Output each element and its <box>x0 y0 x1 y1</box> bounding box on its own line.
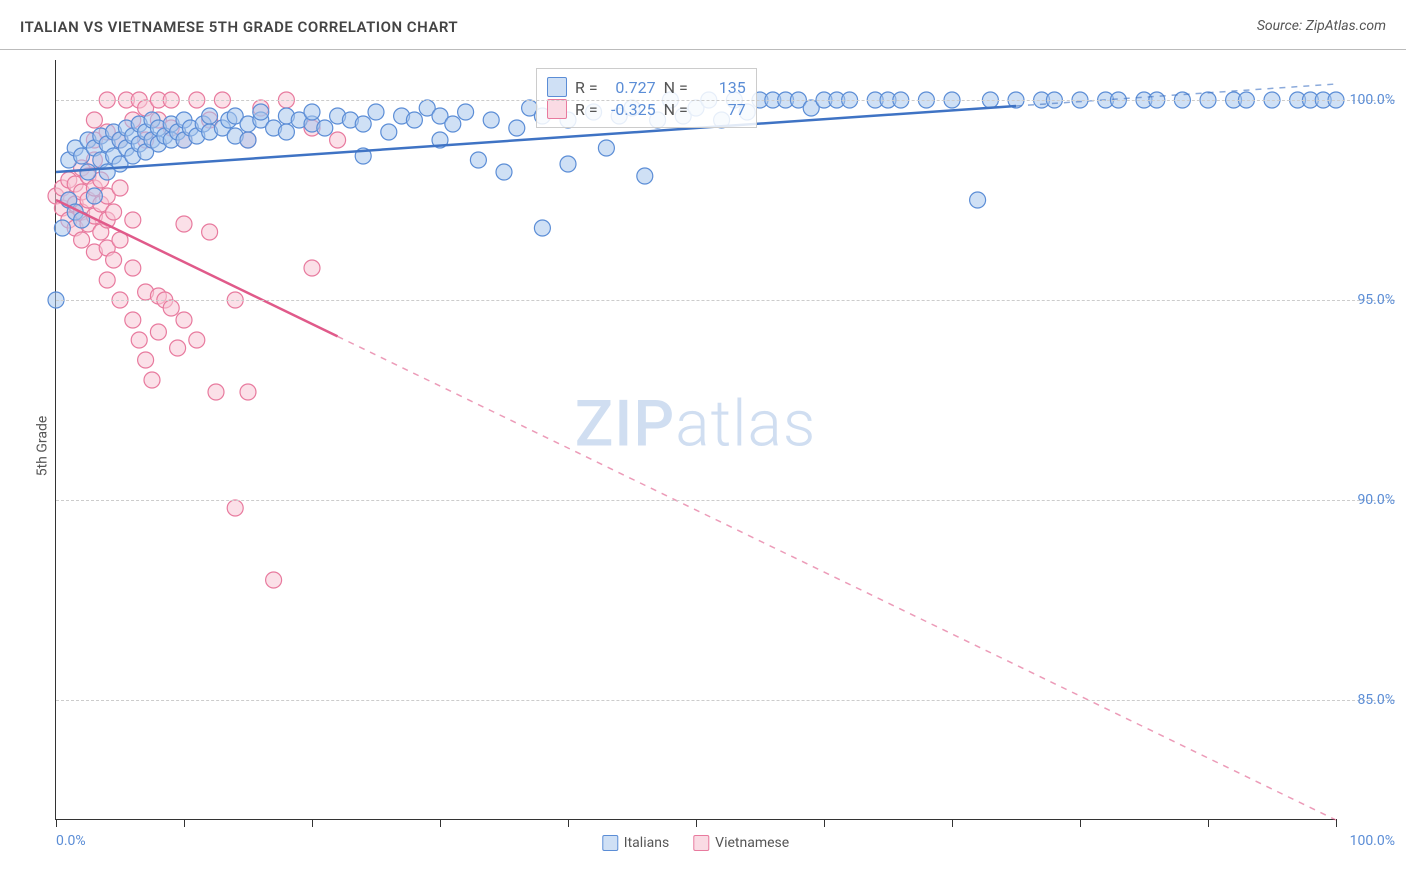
scatter-point-vietnamese <box>266 572 282 588</box>
scatter-point-italians <box>637 168 653 184</box>
scatter-point-vietnamese <box>106 252 122 268</box>
gridline <box>56 500 1395 501</box>
scatter-point-vietnamese <box>125 260 141 276</box>
scatter-point-italians <box>509 120 525 136</box>
scatter-point-vietnamese <box>170 340 186 356</box>
legend-item-italians: Italians <box>602 835 669 851</box>
scatter-point-vietnamese <box>176 312 192 328</box>
scatter-point-vietnamese <box>125 212 141 228</box>
x-tick <box>56 819 57 827</box>
scatter-point-vietnamese <box>99 272 115 288</box>
scatter-point-italians <box>317 120 333 136</box>
x-tick <box>952 819 953 827</box>
scatter-point-italians <box>598 140 614 156</box>
chart-source: Source: ZipAtlas.com <box>1257 18 1386 34</box>
scatter-point-vietnamese <box>208 384 224 400</box>
scatter-point-italians <box>970 192 986 208</box>
trend-line-vietnamese <box>56 200 338 336</box>
x-tick <box>1336 819 1337 827</box>
scatter-point-italians <box>355 116 371 132</box>
scatter-point-vietnamese <box>240 384 256 400</box>
legend-label-vietnamese: Vietnamese <box>715 835 789 851</box>
trend-line-dashed-vietnamese <box>338 336 1336 820</box>
x-tick <box>824 819 825 827</box>
scatter-point-vietnamese <box>125 312 141 328</box>
scatter-point-italians <box>496 164 512 180</box>
legend-swatch-vietnamese <box>693 835 709 851</box>
scatter-point-vietnamese <box>202 224 218 240</box>
x-tick <box>440 819 441 827</box>
scatter-point-vietnamese <box>112 180 128 196</box>
y-axis-label: 5th Grade <box>34 416 50 477</box>
x-tick <box>1208 819 1209 827</box>
scatter-point-italians <box>470 152 486 168</box>
scatter-point-italians <box>445 116 461 132</box>
stats-box: R = 0.727 N = 135 R = -0.325 N = 77 <box>536 68 757 128</box>
y-tick-label: 85.0% <box>1340 692 1395 708</box>
stats-swatch-italians <box>547 77 567 97</box>
scatter-point-italians <box>86 188 102 204</box>
scatter-point-vietnamese <box>144 372 160 388</box>
scatter-point-italians <box>304 104 320 120</box>
scatter-point-vietnamese <box>138 352 154 368</box>
x-axis-min-label: 0.0% <box>56 833 86 849</box>
gridline <box>56 300 1395 301</box>
x-tick <box>1080 819 1081 827</box>
plot-area: ZIPatlas R = 0.727 N = 135 R = -0.325 N … <box>55 60 1335 820</box>
y-tick-label: 100.0% <box>1340 92 1395 108</box>
scatter-point-vietnamese <box>189 332 205 348</box>
scatter-point-italians <box>240 132 256 148</box>
legend-swatch-italians <box>602 835 618 851</box>
scatter-point-vietnamese <box>86 112 102 128</box>
gridline <box>56 700 1395 701</box>
scatter-point-italians <box>381 124 397 140</box>
stats-row-vietnamese: R = -0.325 N = 77 <box>547 99 746 119</box>
gridline <box>56 100 1395 101</box>
scatter-point-italians <box>458 104 474 120</box>
scatter-point-italians <box>534 220 550 236</box>
chart-header: ITALIAN VS VIETNAMESE 5TH GRADE CORRELAT… <box>0 0 1406 50</box>
chart-title: ITALIAN VS VIETNAMESE 5TH GRADE CORRELAT… <box>20 18 458 36</box>
x-tick <box>312 819 313 827</box>
x-tick <box>568 819 569 827</box>
scatter-point-vietnamese <box>227 500 243 516</box>
legend: Italians Vietnamese <box>602 835 789 851</box>
scatter-point-italians <box>278 124 294 140</box>
scatter-point-italians <box>560 156 576 172</box>
scatter-point-italians <box>80 164 96 180</box>
scatter-point-italians <box>253 104 269 120</box>
plot-svg <box>56 60 1335 819</box>
scatter-point-italians <box>406 112 422 128</box>
scatter-point-italians <box>483 112 499 128</box>
scatter-point-italians <box>202 108 218 124</box>
scatter-point-italians <box>368 104 384 120</box>
y-tick-label: 90.0% <box>1340 492 1395 508</box>
scatter-point-vietnamese <box>330 132 346 148</box>
scatter-point-vietnamese <box>74 232 90 248</box>
legend-item-vietnamese: Vietnamese <box>693 835 789 851</box>
scatter-point-italians <box>54 220 70 236</box>
x-tick <box>696 819 697 827</box>
y-tick-label: 95.0% <box>1340 292 1395 308</box>
scatter-point-vietnamese <box>163 300 179 316</box>
x-tick <box>184 819 185 827</box>
scatter-point-vietnamese <box>106 204 122 220</box>
scatter-point-vietnamese <box>304 260 320 276</box>
stats-row-italians: R = 0.727 N = 135 <box>547 77 746 97</box>
scatter-point-vietnamese <box>150 324 166 340</box>
scatter-point-vietnamese <box>131 332 147 348</box>
scatter-point-vietnamese <box>176 216 192 232</box>
stats-swatch-vietnamese <box>547 99 567 119</box>
x-axis-max-label: 100.0% <box>1350 833 1395 849</box>
legend-label-italians: Italians <box>624 835 669 851</box>
